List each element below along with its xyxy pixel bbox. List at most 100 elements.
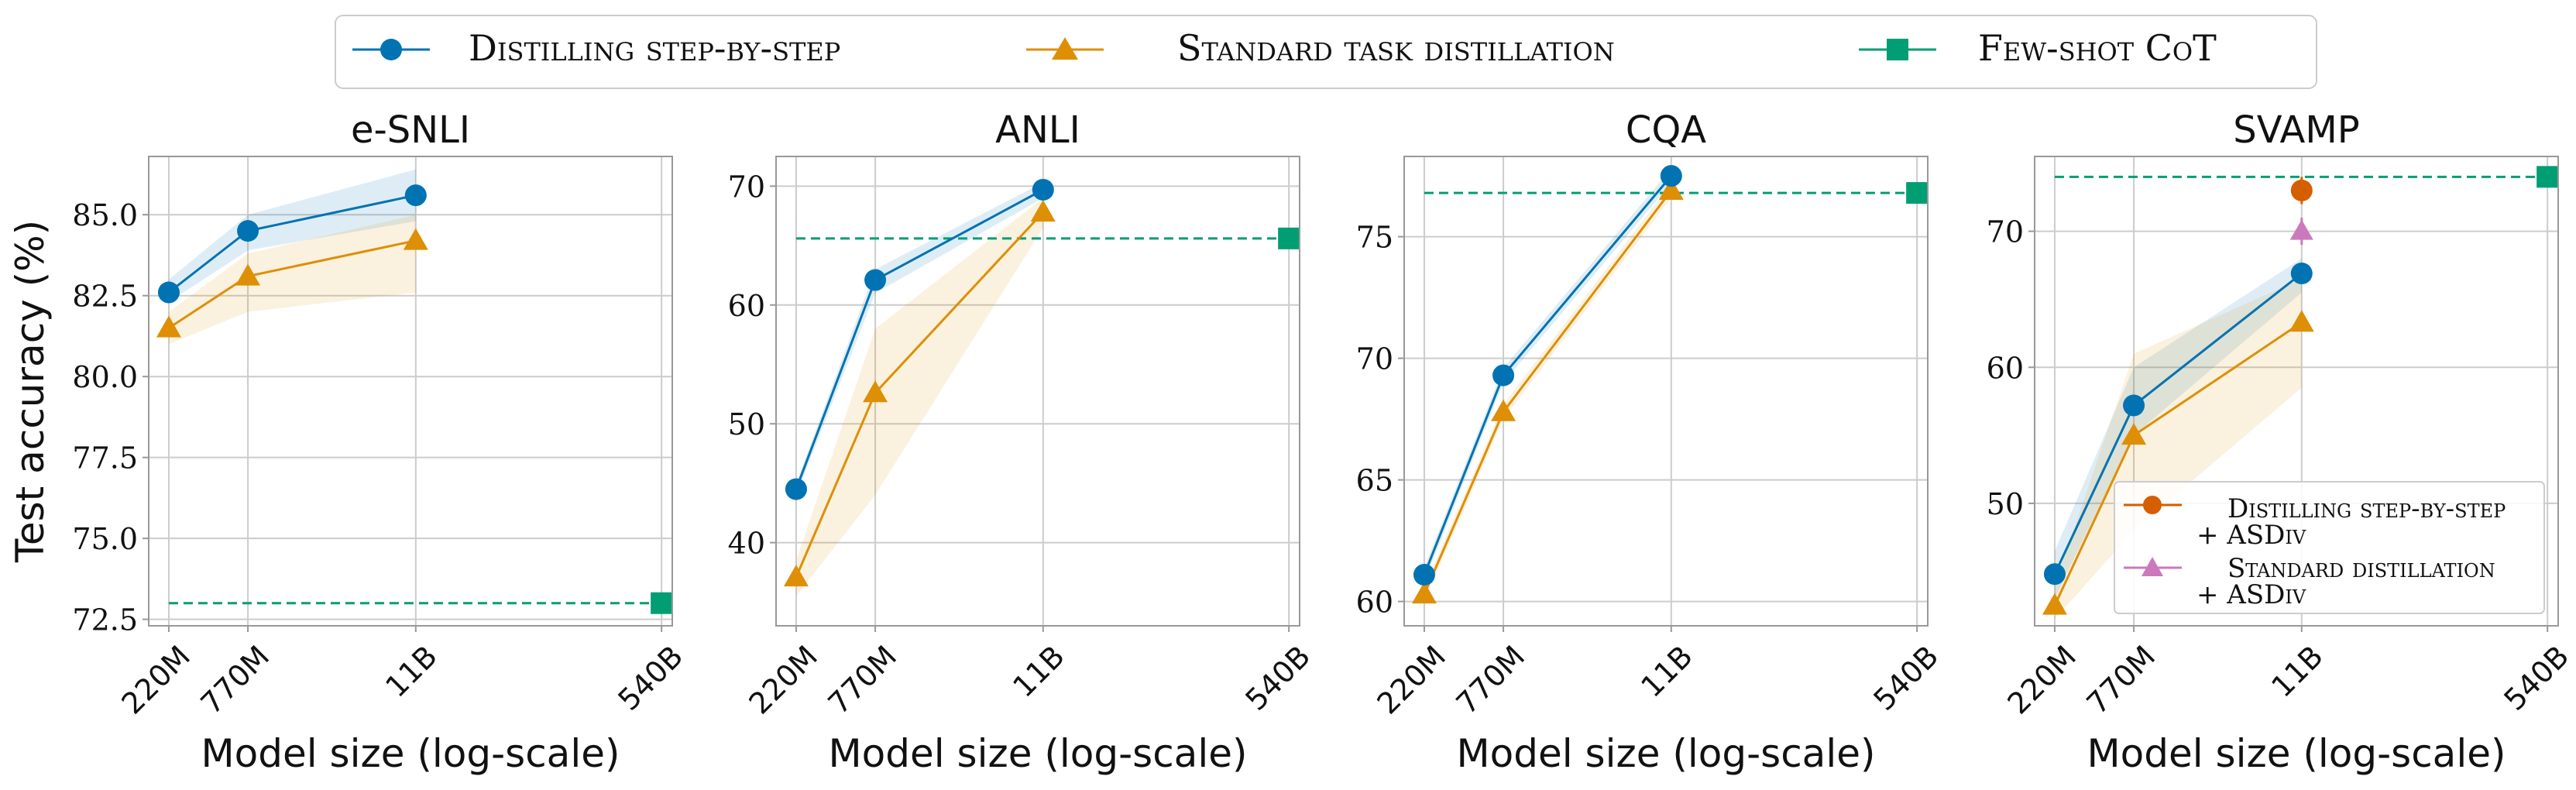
standard-point [2042, 592, 2067, 615]
x-tick-label: 11B [2265, 639, 2330, 704]
y-tick-label: 60 [1356, 586, 1393, 620]
standard-point [1411, 582, 1437, 604]
svamp-inner-legend: Distilling step-by-step + ASDiv Standard… [2114, 481, 2545, 614]
main-legend-frame [335, 15, 2317, 89]
plot-frame [2034, 156, 2559, 627]
standard-confidence-band [168, 215, 416, 345]
y-tick-label: 40 [728, 527, 765, 561]
distill-point [237, 220, 259, 242]
distill-point [2123, 394, 2145, 417]
y-tick-label: 75.0 [72, 522, 138, 556]
x-tick-label: 220M [2001, 639, 2083, 721]
x-tick-label: 770M [822, 639, 904, 721]
standard-point [1491, 399, 1516, 421]
asdiv-standard-legend-marker [2142, 557, 2163, 576]
standard-point [863, 380, 888, 403]
fewshot-point [2537, 166, 2559, 188]
fewshot-point [1278, 227, 1300, 249]
x-tick-label: 220M [743, 639, 825, 721]
y-tick-label: 82.5 [72, 280, 138, 314]
distill-point [1660, 165, 1682, 187]
standard-point [235, 263, 261, 286]
legend-distill-label: Distilling step-by-step [469, 27, 840, 69]
y-tick-label: 85.0 [72, 198, 138, 232]
plot-frame [775, 156, 1300, 627]
x-axis-label: Model size (log-scale) [201, 731, 620, 776]
legend-standard-label: Standard task distillation [1177, 27, 1615, 69]
x-tick-label: 11B [1634, 639, 1699, 704]
panel-title: ANLI [995, 108, 1080, 152]
panel-title: SVAMP [2233, 108, 2359, 152]
asdiv-standard-legend-label-1: Standard distillation [2227, 553, 2495, 584]
x-tick-label: 11B [379, 639, 444, 704]
distill-confidence-band [168, 169, 416, 303]
x-tick-label: 770M [194, 639, 276, 721]
standard-confidence-band [795, 198, 1043, 596]
standard-point [1658, 177, 1684, 200]
distill-point [1492, 364, 1515, 386]
distill-point [785, 478, 807, 500]
legend-standard-marker [1052, 37, 1078, 60]
fewshot-point [1906, 182, 1929, 204]
x-axis-label: Model size (log-scale) [1457, 731, 1876, 776]
distill-confidence-band [2054, 258, 2302, 599]
x-tick-label: 220M [115, 639, 197, 721]
x-tick-label: 220M [1371, 639, 1453, 721]
asdiv-distill-legend-label-2: + ASDiv [2196, 520, 2306, 551]
y-tick-label: 80.0 [72, 360, 138, 394]
x-tick-label: 540B [2497, 639, 2575, 717]
standard-point [2121, 423, 2147, 445]
legend-fewshot-label: Few-shot CoT [1978, 27, 2217, 69]
y-tick-label: 70 [1356, 342, 1393, 376]
panel-title: CQA [1626, 108, 1706, 152]
x-axis-label: Model size (log-scale) [2087, 731, 2506, 776]
standard-point [403, 228, 428, 250]
standard-line [1423, 190, 1672, 595]
y-tick-label: 60 [1987, 351, 2024, 385]
distill-point [1413, 564, 1435, 586]
plot-frame [148, 156, 673, 627]
standard-point [156, 315, 181, 338]
x-tick-label: 11B [1006, 639, 1071, 704]
y-tick-label: 60 [728, 289, 765, 323]
asdiv-standard-legend-label-2: + ASDiv [2196, 579, 2306, 610]
distill-point [157, 281, 180, 304]
x-tick-label: 540B [1238, 639, 1317, 717]
distill-confidence-band [1424, 168, 1671, 582]
legend-distill-marker [380, 39, 402, 60]
x-tick-label: 540B [611, 639, 689, 717]
y-tick-label: 70 [1987, 215, 2024, 249]
svamp-inner-legend-frame [2114, 481, 2545, 614]
standard-confidence-band [1424, 183, 1671, 602]
y-tick-label: 70 [728, 170, 765, 204]
standard-point [783, 565, 809, 587]
asdiv-distill-legend-label-1: Distilling step-by-step [2227, 493, 2506, 524]
x-tick-label: 540B [1867, 639, 1945, 717]
distill-point [1032, 178, 1054, 201]
standard-point [1030, 200, 1056, 222]
y-tick-label: 50 [728, 407, 765, 441]
y-tick-label: 75 [1356, 221, 1393, 255]
panel-title: e-SNLI [351, 108, 470, 152]
x-axis-label: Model size (log-scale) [829, 731, 1248, 776]
y-tick-label: 72.5 [72, 603, 138, 637]
x-tick-label: 770M [1450, 639, 1532, 721]
distill-point [864, 269, 887, 291]
asdiv-distill-point [2290, 179, 2313, 201]
fewshot-point [651, 592, 673, 614]
y-tick-label: 77.5 [72, 441, 138, 476]
asdiv-distill-legend-marker [2143, 496, 2162, 514]
distill-point [2290, 263, 2313, 285]
legend-fewshot-marker [1887, 39, 1908, 60]
distill-point [2043, 563, 2066, 586]
asdiv-standard-point [2289, 219, 2313, 240]
y-axis-label: Test accuracy (%) [8, 220, 53, 563]
plot-frame [1403, 156, 1929, 627]
y-tick-label: 50 [1987, 487, 2024, 521]
